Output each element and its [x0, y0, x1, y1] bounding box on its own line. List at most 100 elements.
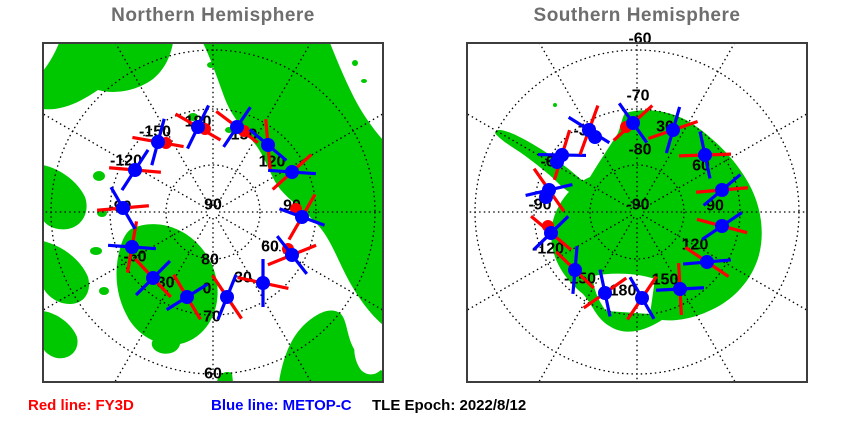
sh-geo-layer [467, 43, 807, 382]
graticule-label: 70 [203, 309, 221, 326]
metop-c-position-dot [568, 263, 582, 277]
satellite-position-marker [211, 274, 243, 320]
metop-c-position-dot [285, 248, 299, 262]
satellite-position-marker [267, 153, 317, 191]
island [99, 287, 109, 295]
graticule-label: -60 [628, 31, 651, 48]
metop-c-position-dot [285, 165, 299, 179]
satellite-position-marker [626, 275, 658, 321]
metop-c-position-dot [261, 138, 275, 152]
legend-tle-epoch: TLE Epoch: 2022/8/12 [372, 397, 527, 414]
south-hemisphere-map: -60-70-80-90-30306090120150180-150-120-9… [466, 31, 808, 383]
landmass [495, 129, 585, 197]
south-map-title: Southern Hemisphere [533, 5, 741, 26]
sea-inlet [354, 331, 383, 375]
satellite-position-marker [267, 235, 317, 275]
metop-c-position-dot [698, 148, 712, 162]
north-hemisphere-map: 908070600306090120150180-150-120-90-60-3… [42, 42, 384, 383]
north-map-title: Northern Hemisphere [111, 5, 315, 26]
satellite-position-marker [165, 273, 209, 321]
sh-satellite-markers [525, 102, 749, 321]
satellite-position-marker [567, 105, 611, 155]
satellite-position-marker [134, 257, 172, 299]
metop-c-position-dot [180, 290, 194, 304]
map-frame [42, 42, 384, 383]
metop-c-position-dot [555, 148, 569, 162]
satellite-position-marker [248, 118, 288, 172]
satellite-position-marker [537, 129, 587, 181]
metop-c-position-dot [256, 276, 270, 290]
satellite-position-marker [682, 246, 732, 278]
satellite-position-marker [530, 215, 572, 251]
latitude-circle--80 [589, 164, 685, 260]
map-frame [466, 42, 808, 383]
graticule-label: 0 [203, 281, 212, 298]
graticule-label: 150 [652, 272, 679, 289]
satellite-position-marker [555, 245, 595, 295]
satellite-position-marker [278, 193, 326, 241]
metop-c-position-dot [116, 201, 130, 215]
landmass [43, 165, 87, 230]
graticule-label: 90 [706, 198, 724, 215]
graticule-label: 60 [204, 366, 222, 383]
satellite-position-marker [582, 269, 628, 317]
landmass [43, 43, 173, 110]
island [188, 113, 198, 121]
metop-c-position-dot [626, 116, 640, 130]
satellite-position-marker [695, 173, 749, 207]
island [207, 62, 215, 68]
metop-c-position-dot [125, 240, 139, 254]
island [553, 103, 557, 107]
satellite-position-marker [96, 186, 150, 230]
metop-c-position-dot [220, 290, 234, 304]
metop-c-position-dot [230, 120, 244, 134]
landmass [217, 372, 233, 382]
latitude-circle-80 [165, 164, 261, 260]
satellite-position-marker [655, 262, 705, 316]
metop-c-position-dot [715, 219, 729, 233]
graticule-label: 60 [261, 239, 279, 256]
metop-c-position-dot [128, 163, 142, 177]
island [361, 79, 367, 83]
satellite-position-marker [215, 106, 259, 148]
metop-c-position-dot [673, 282, 687, 296]
graticule-label: -80 [628, 142, 651, 159]
satellite-position-marker [108, 149, 162, 191]
graticule-label: 120 [259, 154, 286, 171]
landmass [279, 310, 383, 382]
metop-c-position-dot [146, 271, 160, 285]
satellite-position-marker [525, 167, 573, 213]
metop-c-position-dot [715, 183, 729, 197]
satellite-position-marker [107, 221, 157, 273]
island [93, 171, 105, 181]
satellite-position-marker [174, 104, 222, 150]
metop-c-position-dot [598, 286, 612, 300]
satellite-position-marker [678, 131, 732, 179]
island [352, 60, 358, 66]
metop-c-position-dot [666, 123, 680, 137]
metop-c-position-dot [544, 226, 558, 240]
metop-c-position-dot [700, 255, 714, 269]
satellite-position-marker [696, 211, 748, 241]
nh-satellite-markers [96, 104, 326, 321]
metop-c-position-dot [191, 120, 205, 134]
graticule-label: -90 [626, 197, 649, 214]
landmass [43, 311, 78, 359]
legend-blue-line-metop-c: Blue line: METOP-C [211, 397, 352, 414]
metop-c-position-dot [635, 291, 649, 305]
legend-red-line-fy3d: Red line: FY3D [28, 397, 134, 414]
satellite-position-marker [612, 102, 654, 144]
satellite-position-marker [647, 106, 699, 154]
island [90, 247, 102, 255]
graticule-label: 80 [201, 252, 219, 269]
metop-c-position-dot [582, 123, 596, 137]
satellite-position-marker [237, 259, 289, 307]
satellite-position-marker [132, 118, 184, 166]
graticule-label: 90 [204, 197, 222, 214]
latitude-circle-70 [109, 108, 317, 316]
landmass [43, 241, 90, 304]
graticule-label: -70 [626, 88, 649, 105]
metop-c-position-dot [542, 183, 556, 197]
metop-c-position-dot [295, 210, 309, 224]
